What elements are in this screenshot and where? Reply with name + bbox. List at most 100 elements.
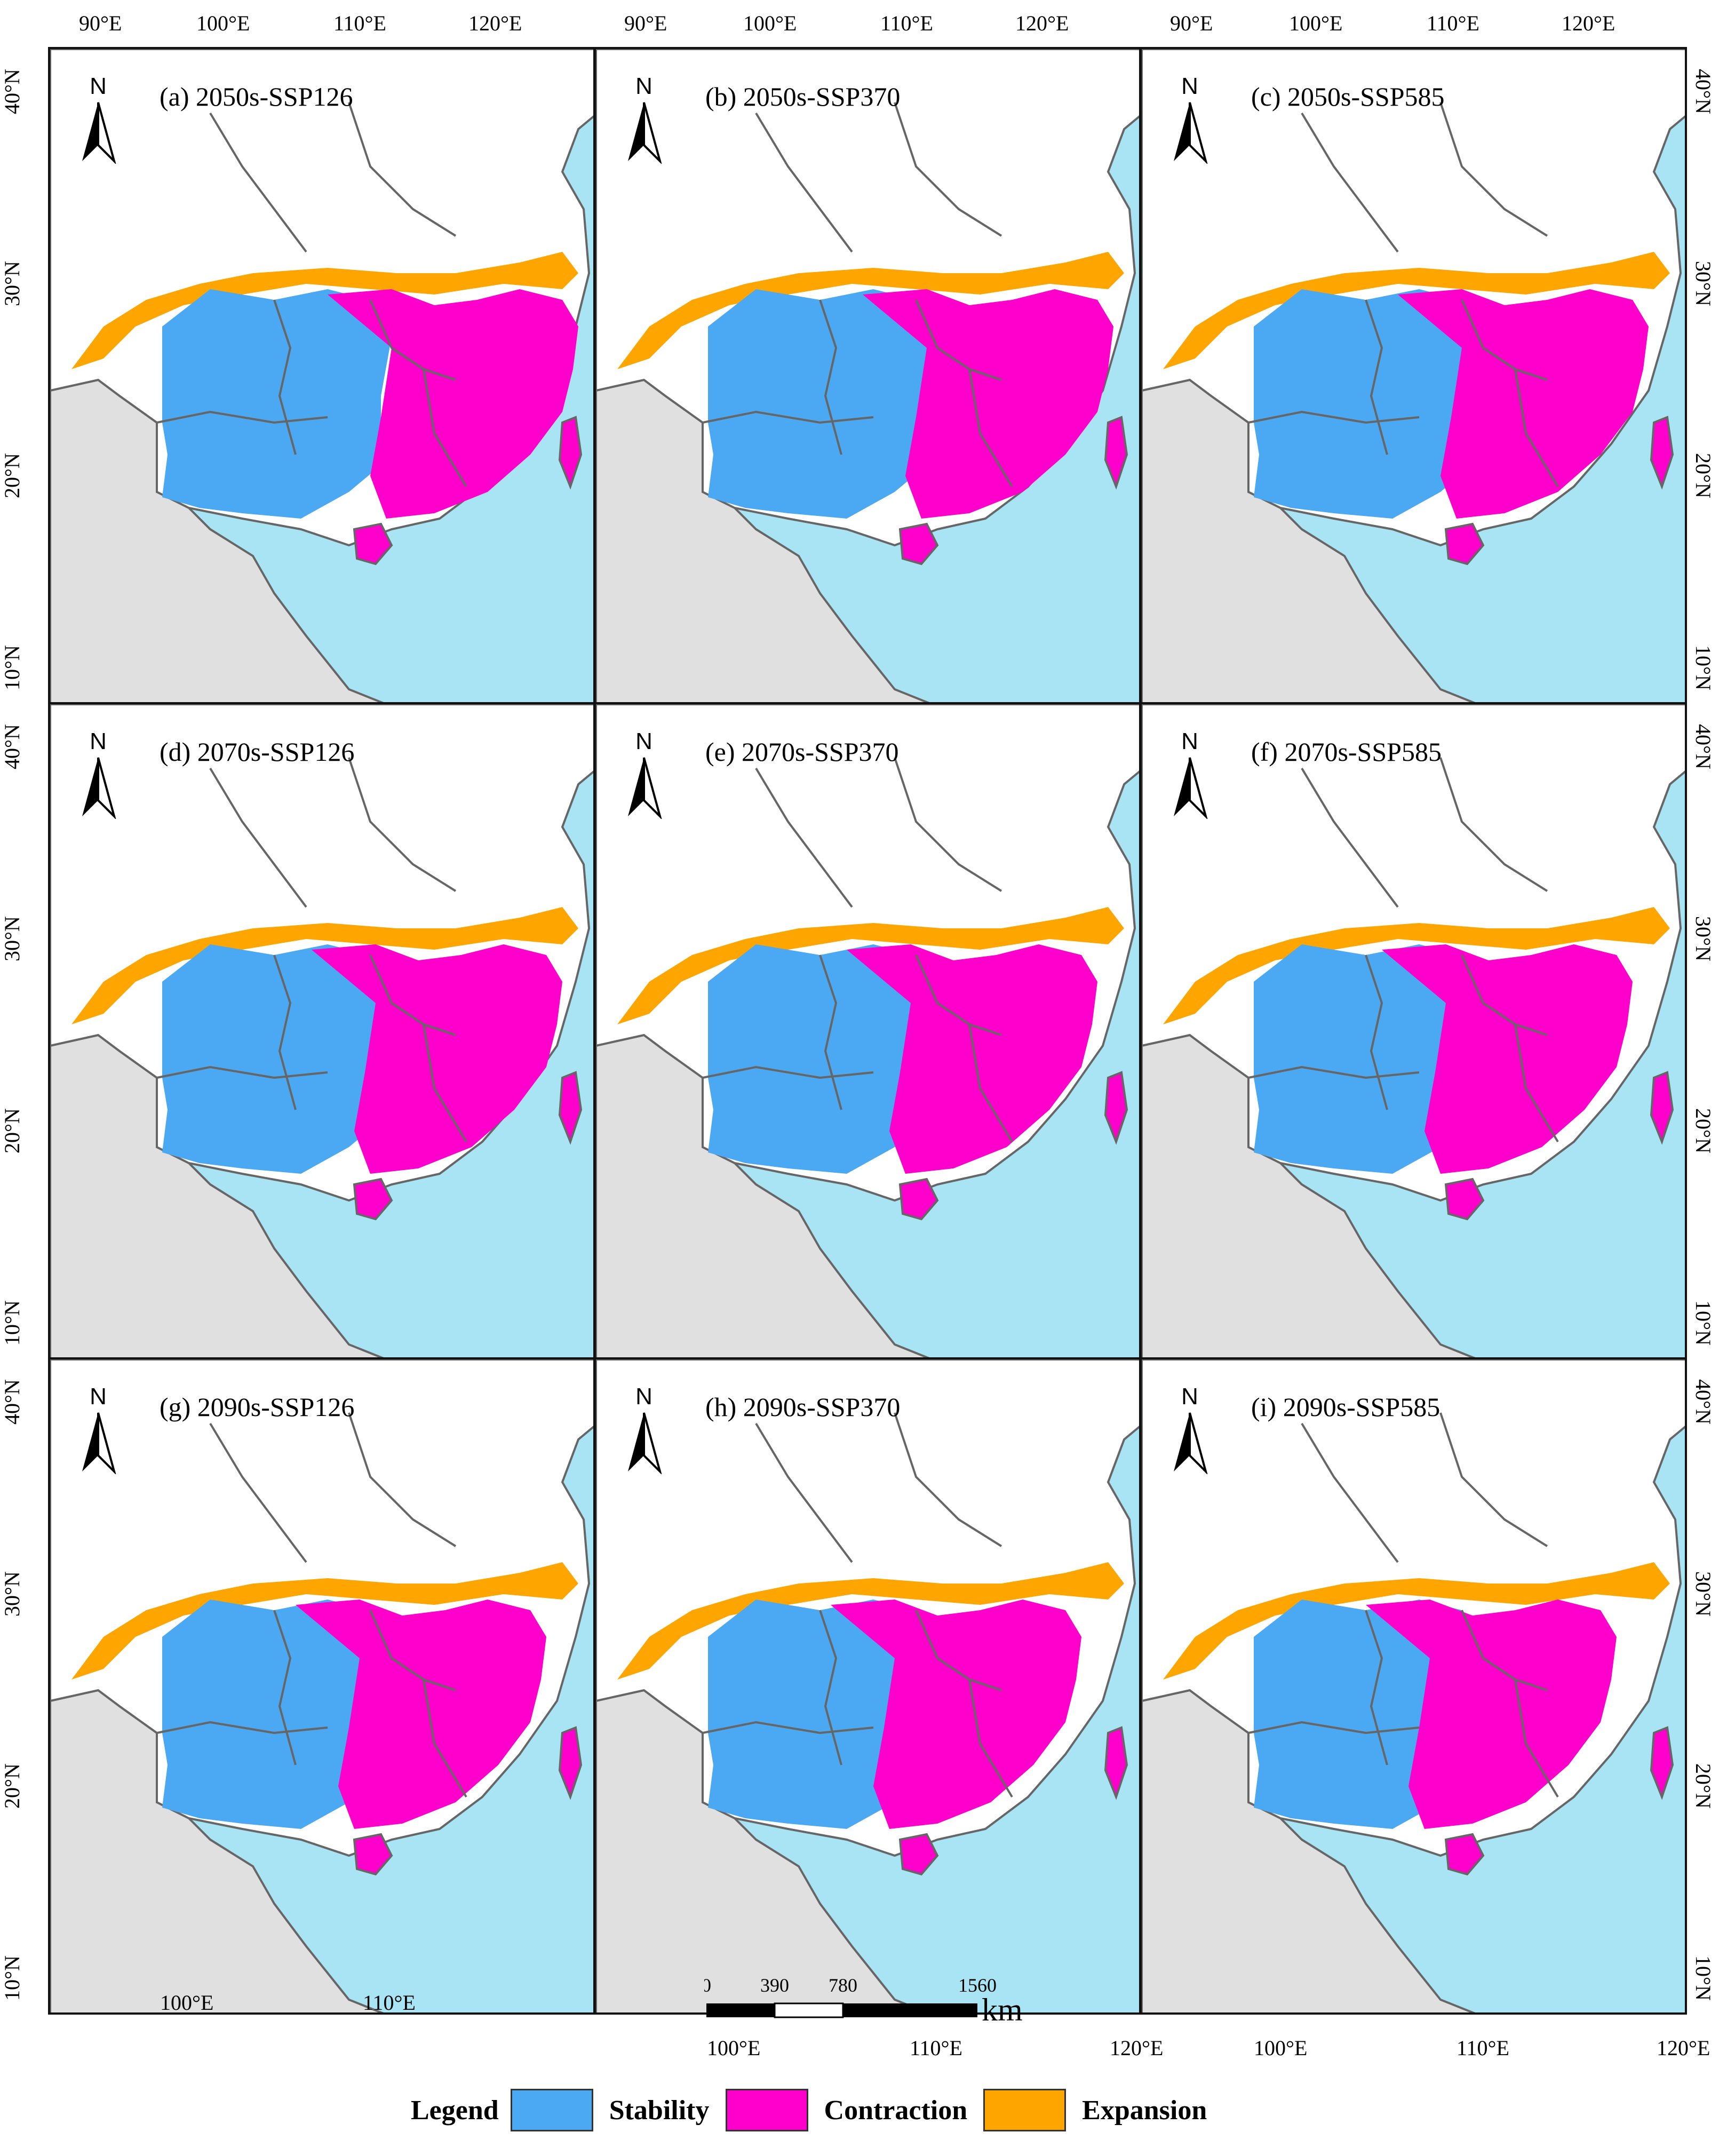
province-border [1365,299,1388,455]
lat-label: 30°N [1691,1571,1715,1617]
legend-swatch [510,2089,593,2131]
expansion-area [71,907,578,1024]
map-panel: N (h) 2090s-SSP370 [594,1357,1141,2015]
contraction-group [1398,289,1649,519]
legend-swatch [983,2089,1067,2131]
province-border [915,1610,1002,1691]
expansion-area [1163,252,1670,369]
lat-label: 40°N [0,724,24,769]
lat-label: 20°N [0,1763,24,1809]
top-lon-label: 120°E [1015,11,1069,35]
province-border [894,757,1002,892]
taiwan-island [1650,416,1674,490]
province-border [755,112,853,253]
north-letter: N [1181,1383,1198,1410]
bottom-lon-label: 100°E [707,2036,761,2060]
panel-title: (i) 2090s-SSP585 [1251,1392,1440,1422]
north-letter: N [1181,73,1198,99]
taiwan-island [1104,416,1128,490]
province-border [1301,1422,1399,1563]
north-letter: N [90,1383,107,1410]
panel-title: (c) 2050s-SSP585 [1251,82,1445,112]
province-border [209,767,307,908]
map-panel: N (c) 2050s-SSP585 [1140,47,1687,704]
legend-item-contraction: Contraction [725,2089,968,2131]
province-border [1365,954,1388,1110]
north-letter: N [90,728,107,754]
lat-label: 30°N [0,916,24,961]
expansion-area [1163,1562,1670,1680]
contraction-area [847,944,1097,1174]
lat-label: 10°N [1691,645,1715,690]
lat-label: 20°N [1691,1108,1715,1153]
contraction-group [863,289,1113,519]
province-border [1301,767,1399,908]
legend-item-stability: Stability [510,2089,710,2131]
lat-label: 30°N [1691,261,1715,306]
map-svg [1142,49,1685,702]
province-border [348,757,457,892]
province-border [273,954,297,1110]
panel-title: (a) 2050s-SSP126 [160,82,353,112]
taiwan-island [558,1071,583,1145]
hainan-island [898,1178,939,1221]
top-lon-label: 100°E [1289,11,1343,35]
map-svg [50,49,593,702]
scale-tick-label: 780 [829,1975,857,1996]
stability-area [708,289,937,519]
province-border [968,1024,1013,1143]
province-border [1514,1024,1559,1143]
hainan-island [898,1833,939,1876]
panel-title: (g) 2090s-SSP126 [160,1392,355,1422]
province-border [423,369,467,488]
top-lon-label: 100°E [196,11,250,35]
legend-swatch [725,2089,808,2131]
province-border [1301,112,1399,253]
province-border [968,369,1013,488]
legend-label: Stability [609,2095,710,2126]
panel-title: (h) 2090s-SSP370 [705,1392,901,1422]
north-arrow-icon: N [1168,1383,1211,1474]
contraction-area [831,1600,1081,1829]
stability-area [1254,289,1483,519]
hainan-island [1444,522,1485,566]
legend-label: Contraction [824,2095,968,2126]
province-border [369,299,456,381]
north-arrow-icon: N [77,73,120,164]
legend-title: Legend [411,2095,499,2126]
province-border [968,1679,1013,1798]
legend-label: Expansion [1082,2095,1207,2126]
contraction-group [831,1600,1081,1829]
bottom-lon-label: 110°E [1457,2036,1509,2060]
north-letter: N [635,1383,652,1410]
bottom-lon-label: 100°E [1254,2036,1308,2060]
lat-label: 30°N [1691,916,1715,961]
stability-area [162,289,392,519]
scale-tick-label: 0 [704,1975,711,1996]
province-border [369,1610,456,1691]
contraction-group [312,944,562,1174]
stability-area [162,1600,392,1829]
lat-label: 10°N [1691,1955,1715,2001]
top-lon-label: 100°E [743,11,797,35]
stability-area [162,944,392,1174]
panel-title: (e) 2070s-SSP370 [705,737,899,767]
expansion-area [617,907,1124,1024]
province-border [209,112,307,253]
lat-label: 40°N [0,1379,24,1425]
north-arrow-icon: N [1168,73,1211,164]
contraction-group [847,944,1097,1174]
lat-label: 40°N [1691,1379,1715,1425]
lat-label: 20°N [0,1108,24,1153]
map-panel: N (f) 2070s-SSP585 [1140,702,1687,1359]
top-lon-label: 90°E [624,11,667,35]
scale-tick-label: 390 [760,1975,789,1996]
lat-label: 10°N [0,1300,24,1346]
map-svg [50,1359,593,2012]
lat-label: 30°N [0,1571,24,1617]
map-svg [596,704,1139,1357]
province-border [1439,102,1548,237]
province-border [1514,369,1559,488]
hainan-island [1444,1178,1485,1221]
province-border [702,1065,874,1079]
